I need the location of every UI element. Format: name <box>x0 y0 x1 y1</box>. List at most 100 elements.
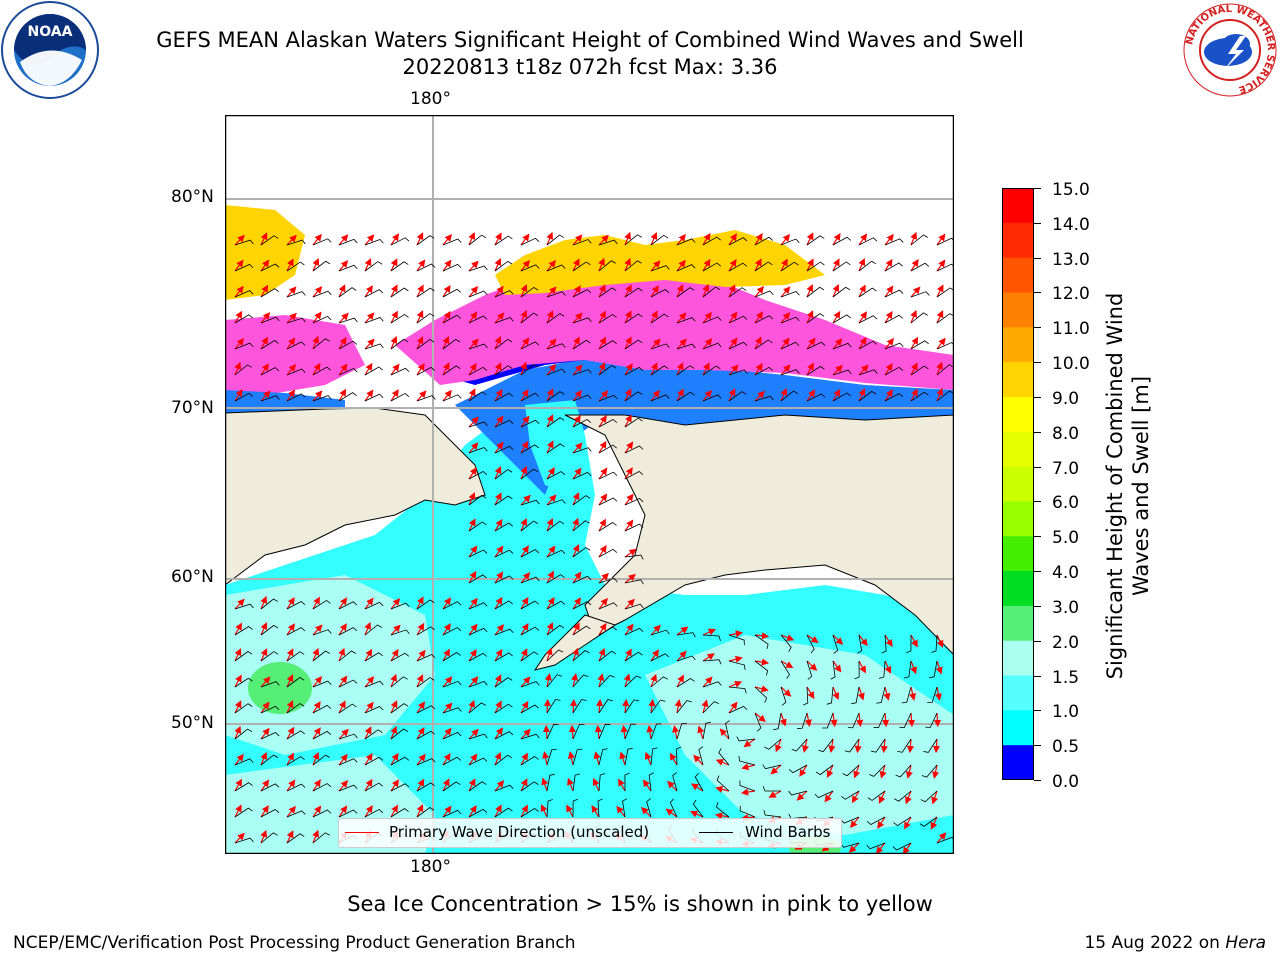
wind-barb <box>286 600 306 610</box>
wave-arrow <box>260 829 267 844</box>
wind-barb <box>906 634 912 654</box>
wind-barb <box>494 549 514 558</box>
wave-arrow <box>468 338 479 350</box>
wave-arrow <box>676 674 684 688</box>
wind-barb <box>650 289 670 298</box>
wind-barb <box>702 365 721 376</box>
wind-barb <box>442 707 462 714</box>
wave-arrow <box>780 660 794 668</box>
wave-arrow <box>546 364 557 376</box>
wind-barb <box>728 287 747 298</box>
wind-barb <box>598 340 617 350</box>
wave-arrow <box>468 286 479 298</box>
wave-arrow <box>546 414 554 428</box>
wind-barb <box>624 747 633 766</box>
wave-arrow <box>286 258 294 272</box>
wind-barb <box>762 786 782 792</box>
wind-barb <box>572 575 592 584</box>
wave-arrow <box>442 362 450 376</box>
colorbar-tick: 11.0 <box>1052 319 1090 340</box>
wave-arrow <box>494 674 502 688</box>
wind-barb <box>364 680 384 688</box>
wave-arrow <box>780 387 788 402</box>
wind-barb <box>728 237 748 246</box>
wave-arrow <box>494 700 502 714</box>
wind-barb <box>364 261 383 272</box>
wave-arrow <box>879 764 887 779</box>
wave-arrow <box>338 728 349 740</box>
wave-arrow <box>650 310 658 324</box>
wave-arrow <box>904 816 912 830</box>
wave-arrow <box>832 284 840 298</box>
wind-barb <box>866 842 886 850</box>
wind-barb <box>286 393 306 402</box>
wind-barb <box>866 816 886 826</box>
wind-barb <box>598 497 618 506</box>
wave-arrow <box>754 233 763 246</box>
wind-barb <box>572 495 591 506</box>
wind-barb <box>676 264 696 272</box>
wind-barb <box>546 391 565 402</box>
colorbar-tick-mark <box>1034 501 1041 503</box>
wind-barb <box>780 291 800 298</box>
wind-barb <box>234 239 254 246</box>
colorbar-bin <box>1002 292 1034 328</box>
colorbar-tick: 0.0 <box>1052 772 1080 792</box>
wave-arrow <box>858 336 867 350</box>
wave-arrow <box>754 658 770 666</box>
wind-barb <box>598 239 618 246</box>
wind-barb <box>546 549 566 558</box>
wind-barb <box>338 317 358 324</box>
wave-arrow <box>442 648 450 662</box>
wind-barb <box>416 782 435 792</box>
wind-barb <box>390 261 409 272</box>
colorbar-tick: 1.5 <box>1052 667 1080 688</box>
wave-arrow <box>754 363 763 376</box>
wind-barb <box>716 775 730 792</box>
colorbar-tick-mark <box>1034 745 1041 747</box>
wave-arrow <box>390 804 398 818</box>
wave-arrow <box>468 545 478 558</box>
wave-arrow <box>672 725 680 740</box>
wind-barb <box>520 549 540 558</box>
wave-arrow <box>650 362 658 376</box>
wind-barb <box>338 733 358 740</box>
wave-arrow <box>416 726 425 740</box>
wave-arrow <box>702 389 712 402</box>
wind-barb <box>572 418 592 428</box>
wave-arrow <box>598 284 606 298</box>
colorbar-bin <box>1002 396 1034 433</box>
wind-barb <box>788 764 808 774</box>
wind-barb <box>338 758 358 766</box>
wind-barb <box>925 712 938 728</box>
wave-arrow <box>520 389 529 402</box>
wave-arrow <box>416 753 426 766</box>
chukchi-sea <box>455 355 954 495</box>
wave-arrow <box>624 493 634 506</box>
wind-barb <box>650 629 670 636</box>
colorbar-tick-mark <box>1034 431 1041 433</box>
wind-barb <box>598 577 618 584</box>
wave-arrow <box>728 284 736 298</box>
wind-barb <box>702 701 719 714</box>
wave-arrow <box>832 338 843 350</box>
colorbar-bin <box>1002 222 1034 259</box>
wind-barb <box>832 369 852 376</box>
wind-barb <box>598 602 618 610</box>
wave-arrow <box>468 260 479 272</box>
wave-arrow <box>234 389 243 402</box>
wind-barb <box>624 391 643 402</box>
wind-barb <box>468 234 487 246</box>
wind-barb <box>286 239 306 246</box>
wave-arrow <box>828 738 836 754</box>
wave-arrow <box>936 259 946 272</box>
wave-arrow <box>468 388 476 402</box>
wave-arrow <box>468 728 479 740</box>
wave-arrow <box>858 634 868 647</box>
wave-arrow <box>754 712 766 723</box>
wind-barb <box>416 366 436 376</box>
wind-barb <box>260 808 280 818</box>
wave-arrow <box>624 414 632 428</box>
wind-barb <box>572 674 589 688</box>
wave-arrow <box>728 388 736 402</box>
